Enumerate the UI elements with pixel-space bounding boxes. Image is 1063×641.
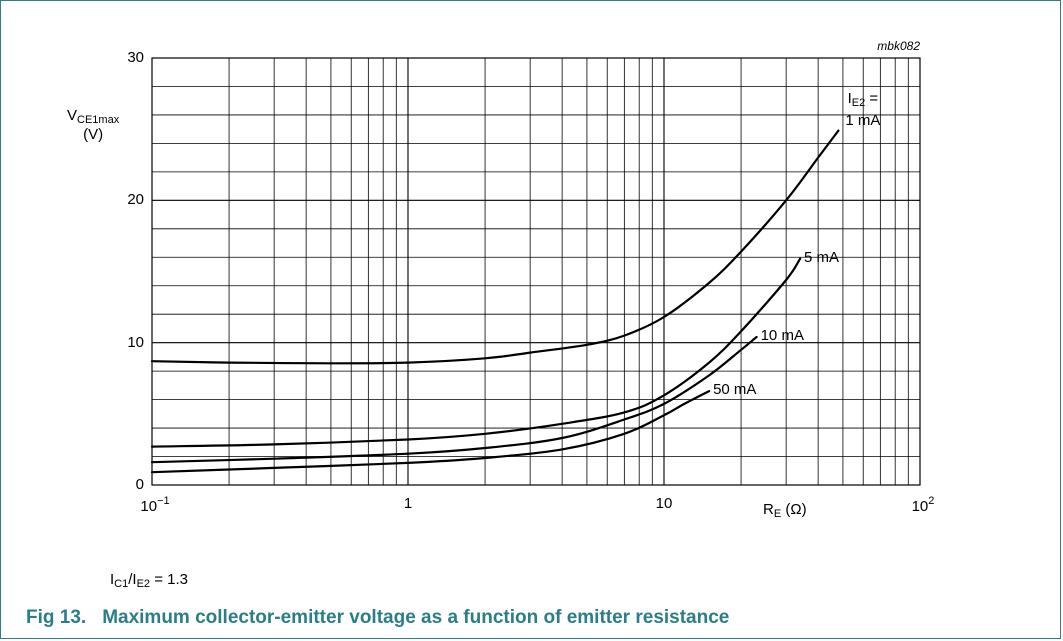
figure-title: Maximum collector-emitter voltage as a f… bbox=[102, 607, 730, 628]
y-tick-label: 0 bbox=[135, 476, 144, 493]
figure-code: mbk082 bbox=[877, 39, 920, 53]
y-tick-label: 30 bbox=[127, 49, 144, 66]
y-axis-label: VCE1max (V) bbox=[67, 107, 120, 143]
series-label-1-ma: IE2 = 1 mA bbox=[845, 89, 881, 129]
x-axis-label: RE (Ω) bbox=[763, 501, 807, 520]
figure-caption: Fig 13. Maximum collector-emitter voltage… bbox=[26, 607, 729, 629]
figure-number: Fig 13. bbox=[26, 607, 87, 628]
series-label-5-ma: 5 mA bbox=[804, 248, 840, 266]
series-label-50-ma: 50 mA bbox=[713, 381, 757, 399]
series-label-10-ma: 10 mA bbox=[760, 326, 804, 344]
plot-border bbox=[151, 57, 921, 486]
series-line-50-ma bbox=[150, 390, 711, 474]
y-tick-label: 10 bbox=[127, 333, 144, 351]
x-tick-label: 1 bbox=[403, 495, 413, 512]
series-line-1-ma bbox=[150, 129, 840, 365]
x-tick-label: 10−1 bbox=[140, 495, 170, 515]
test-condition: IC1/IE2 = 1.3 bbox=[110, 571, 188, 590]
x-tick-label: 10 bbox=[655, 495, 673, 512]
series-line-10-ma bbox=[150, 335, 758, 464]
x-tick-label: 102 bbox=[911, 495, 935, 515]
y-tick-label: 20 bbox=[127, 191, 144, 209]
series-line-5-ma bbox=[150, 257, 802, 448]
